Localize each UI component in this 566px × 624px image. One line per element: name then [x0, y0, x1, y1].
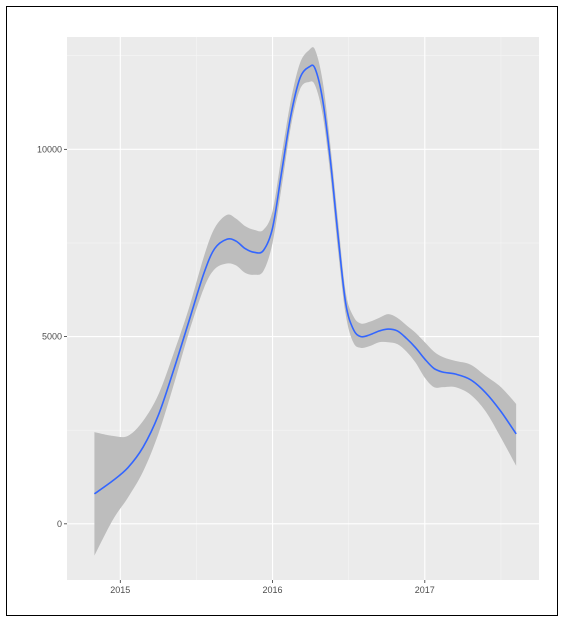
x-tick-label: 2016: [263, 585, 283, 595]
x-tick-label: 2017: [415, 585, 435, 595]
minor-grid: [67, 37, 539, 580]
axis-ticks: 2015 2016 2017 0 5000 10000: [37, 144, 435, 595]
y-tick-label: 10000: [37, 144, 62, 154]
plot-panel: [67, 37, 539, 580]
x-tick-label: 2015: [110, 585, 130, 595]
smooth-line: [93, 64, 517, 495]
y-tick-label: 0: [57, 519, 62, 529]
y-tick-label: 5000: [42, 332, 62, 342]
